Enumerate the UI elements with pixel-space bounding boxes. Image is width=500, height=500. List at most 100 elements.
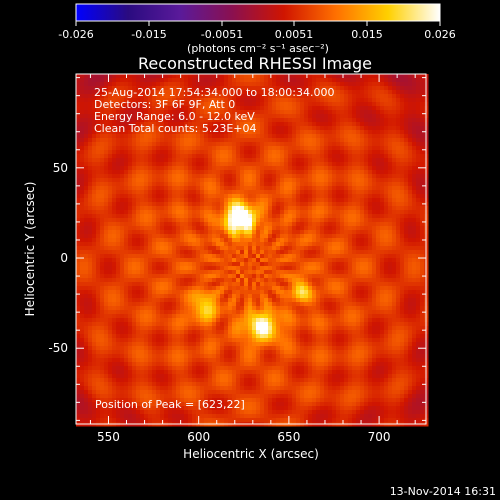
heatmap-cell [276,98,281,103]
heatmap-cell [328,130,333,135]
heatmap-cell [272,266,277,271]
heatmap-cell [292,194,297,199]
heatmap-cell [400,98,405,103]
heatmap-cell [112,78,117,83]
heatmap-cell [124,198,129,203]
heatmap-cell [316,262,321,267]
heatmap-cell [220,154,225,159]
heatmap-cell [208,242,213,247]
heatmap-cell [140,286,145,291]
heatmap-cell [272,130,277,135]
heatmap-cell [160,286,165,291]
heatmap-cell [340,154,345,159]
heatmap-cell [188,238,193,243]
heatmap-cell [168,154,173,159]
heatmap-cell [292,138,297,143]
heatmap-cell [136,114,141,119]
heatmap-cell [420,118,425,123]
heatmap-cell [348,134,353,139]
heatmap-cell [216,258,221,263]
heatmap-cell [376,254,381,259]
heatmap-cell [148,210,153,215]
heatmap-cell [268,178,273,183]
heatmap-cell [220,226,225,231]
heatmap-cell [104,166,109,171]
heatmap-cell [176,158,181,163]
heatmap-cell [344,278,349,283]
heatmap-cell [300,206,305,211]
heatmap-cell [212,158,217,163]
heatmap-cell [320,258,325,263]
heatmap-cell [152,258,157,263]
heatmap-cell [92,270,97,275]
heatmap-cell [248,182,253,187]
heatmap-cell [260,154,265,159]
heatmap-cell [120,266,125,271]
heatmap-cell [172,118,177,123]
heatmap-cell [212,134,217,139]
heatmap-cell [92,78,97,83]
heatmap-cell [200,94,205,99]
heatmap-cell [336,114,341,119]
heatmap-cell [108,190,113,195]
heatmap-cell [116,258,121,263]
heatmap-cell [300,190,305,195]
heatmap-cell [368,186,373,191]
heatmap-cell [240,98,245,103]
heatmap-cell [324,78,329,83]
heatmap-cell [396,86,401,91]
heatmap-cell [176,286,181,291]
heatmap-cell [156,166,161,171]
heatmap-cell [152,94,157,99]
heatmap-cell [200,166,205,171]
heatmap-cell [304,230,309,235]
heatmap-cell [324,190,329,195]
heatmap-cell [120,286,125,291]
heatmap-cell [80,190,85,195]
heatmap-cell [236,78,241,83]
heatmap-cell [100,198,105,203]
heatmap-cell [104,274,109,279]
heatmap-cell [84,94,89,99]
heatmap-cell [116,74,121,79]
heatmap-cell [312,262,317,267]
heatmap-cell [208,274,213,279]
heatmap-cell [284,226,289,231]
heatmap-cell [300,234,305,239]
heatmap-cell [100,98,105,103]
heatmap-cell [148,214,153,219]
heatmap-cell [304,174,309,179]
heatmap-cell [116,114,121,119]
heatmap-cell [416,102,421,107]
heatmap-cell [144,118,149,123]
heatmap-cell [308,254,313,259]
heatmap-cell [412,238,417,243]
heatmap-cell [288,246,293,251]
heatmap-cell [172,102,177,107]
heatmap-cell [160,270,165,275]
heatmap-cell [136,162,141,167]
heatmap-cell [104,214,109,219]
heatmap-cell [356,190,361,195]
heatmap-cell [320,94,325,99]
heatmap-cell [316,126,321,131]
heatmap-cell [380,294,385,299]
heatmap-cell [380,222,385,227]
heatmap-cell [240,258,245,263]
heatmap-cell [420,130,425,135]
heatmap-cell [96,86,101,91]
heatmap-cell [336,174,341,179]
heatmap-cell [248,138,253,143]
heatmap-cell [308,214,313,219]
heatmap-cell [300,198,305,203]
heatmap-cell [148,206,153,211]
heatmap-cell [376,198,381,203]
heatmap-cell [100,158,105,163]
heatmap-cell [200,150,205,155]
heatmap-cell [76,226,81,231]
heatmap-cell [300,150,305,155]
heatmap-cell [152,294,157,299]
heatmap-cell [128,162,133,167]
heatmap-cell [352,134,357,139]
heatmap-cell [392,290,397,295]
